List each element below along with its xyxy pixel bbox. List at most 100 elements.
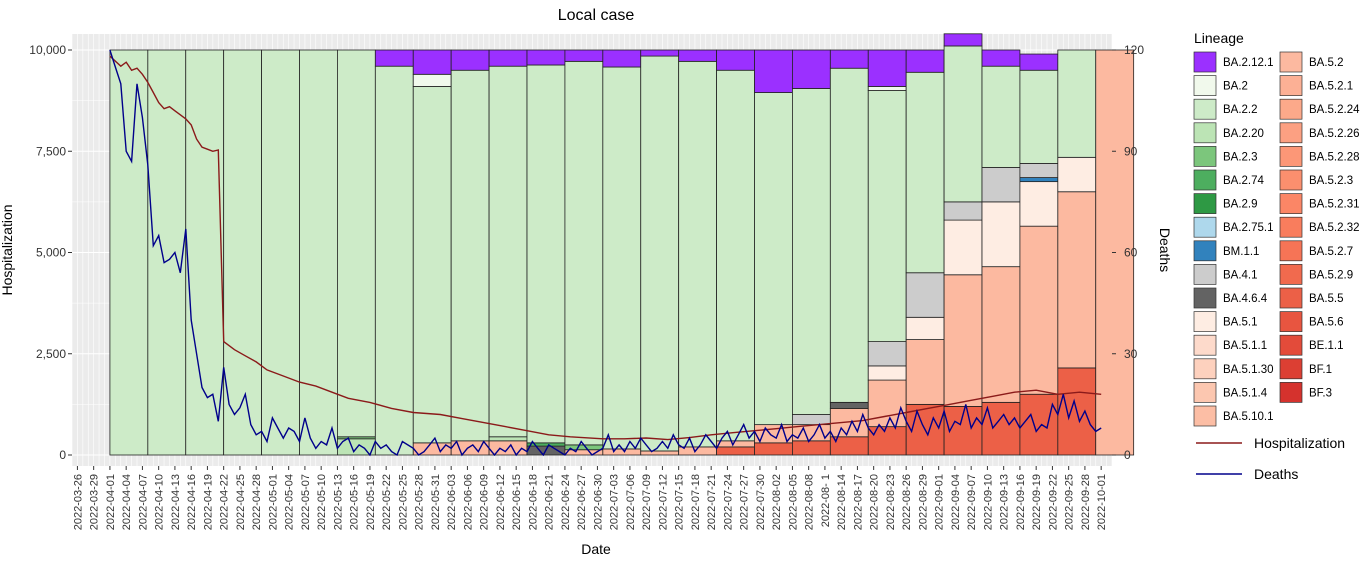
legend-label: BE.1.1 — [1309, 340, 1344, 352]
legend-key-BA-5-2-1 — [1279, 75, 1303, 96]
chart-title: Local case — [558, 7, 635, 24]
bar-segment-BA-2-12-1 — [640, 49, 680, 57]
x-tick-label: 2022-08-05 — [787, 474, 799, 530]
y-axis-title: Hospitalization — [0, 204, 15, 295]
y-tick-label: 7,500 — [36, 144, 66, 158]
x-tick-label: 2022-06-09 — [479, 474, 491, 530]
bar-segment-BA-2-2 — [640, 55, 680, 452]
bar-segment-BA-2-12-1 — [602, 49, 642, 68]
bar-segment-BA-2-2 — [754, 92, 793, 426]
legend-label: BA.4.6.4 — [1223, 293, 1268, 305]
bar-segment-BA-2-12-1 — [943, 33, 983, 47]
y2-tick-label: 90 — [1124, 144, 1138, 158]
bar-segment-BA-4-1 — [943, 201, 983, 221]
legend-key-BA-5-2 — [1279, 51, 1303, 73]
x-tick-label: 2022-07-21 — [706, 474, 718, 530]
legend-label: BA.2.9 — [1223, 199, 1258, 211]
bar-segment-BA-2-20 — [488, 436, 528, 442]
bar-segment-BA-5-2 — [1057, 191, 1097, 369]
bar-segment-BA-5-2 — [640, 450, 680, 456]
bar-segment-BA-4-1 — [1019, 162, 1059, 178]
bar-segment-BA-4-1 — [981, 167, 1021, 203]
x-tick-label: 2022-04-01 — [105, 474, 117, 530]
x-tick-label: 2022-07-30 — [755, 474, 767, 530]
legend-label: BA.4.1 — [1223, 269, 1258, 281]
x-tick-label: 2022-04-04 — [121, 474, 133, 530]
bar-segment-BA-2-2 — [829, 67, 869, 403]
x-tick-label: 2022-09-10 — [982, 474, 994, 530]
bar-segment-BA-2-12-1 — [678, 49, 717, 62]
bar-segment-BA-2-12-1 — [564, 49, 604, 62]
x-tick-label: 2022-06-27 — [576, 474, 588, 530]
x-tick-label: 2022-04-13 — [170, 474, 182, 530]
x-tick-label: 2022-06-18 — [527, 474, 539, 530]
legend-label: BA.5.1.1 — [1223, 340, 1267, 352]
legend-key-BA-2-3 — [1193, 146, 1217, 167]
x-tick-label: 2022-09-01 — [934, 474, 946, 530]
x-tick-label: 2022-06-24 — [560, 474, 572, 530]
axis-layer: 0 2,500 5,000 7,500 10,000 0 30 60 90 120 2022-03-… — [29, 43, 1144, 530]
bar-segment-BA-5-2 — [943, 274, 983, 407]
legend-key-BE-1-1 — [1279, 334, 1303, 356]
legend-key-BA-2-75-1 — [1193, 216, 1217, 238]
bar-segment-BA-2-12-1 — [1019, 53, 1059, 71]
x-tick-label: 2022-09-04 — [950, 474, 962, 530]
bar-segment-BA-2-2 — [185, 49, 225, 456]
bar-segment-BA-2-2 — [261, 49, 300, 456]
series-line-hospitalization — [109, 55, 1102, 441]
legend-label: BA.5.1.30 — [1223, 364, 1274, 376]
bar-segment-BA-2-2 — [109, 49, 149, 456]
x-tick-label: 2022-08-14 — [836, 474, 848, 530]
legend-label: BF.3 — [1309, 387, 1332, 399]
bar-segment-BA-5-1 — [981, 201, 1021, 268]
y2-axis-title: Deaths — [1157, 228, 1173, 272]
bar-segment-BA-2-2 — [716, 69, 755, 442]
bar-segment-BM-1-1 — [1019, 177, 1059, 183]
x-tick-label: 2022-06-15 — [511, 474, 523, 530]
bar-segment-BA-5-5 — [867, 426, 907, 456]
legend-label: BA.5.2 — [1309, 57, 1344, 69]
legend-key-BM-1-1 — [1193, 240, 1217, 262]
bar-segment-BA-2 — [867, 86, 907, 91]
x-tick-label: 2022-09-19 — [1031, 474, 1043, 530]
bar-segment-BA-2-2 — [905, 71, 945, 274]
x-tick-label: 2022-05-31 — [430, 474, 442, 530]
x-tick-label: 2022-04-19 — [202, 474, 214, 530]
legend-title: Lineage — [1194, 30, 1244, 46]
x-tick-label: 2022-08- 1 — [820, 474, 832, 527]
x-tick-label: 2022-05-13 — [332, 474, 344, 530]
legend-label: BA.5.2.7 — [1309, 246, 1353, 258]
x-tick-label: 2022-07-06 — [625, 474, 637, 530]
bar-segment-BA-2-12-1 — [450, 49, 490, 71]
bar-segment-BA-5-2 — [716, 440, 755, 448]
bar-segment-BA-2-2 — [792, 88, 831, 415]
x-tick-label: 2022-08-26 — [901, 474, 913, 530]
legend-key-BA-2-12-1 — [1193, 51, 1217, 73]
bar-segment-BA-5-2 — [1019, 225, 1059, 395]
x-tick-label: 2022-08-08 — [804, 474, 816, 530]
bar-segment-BA-2-2 — [678, 60, 717, 448]
bar-segment-BA-5-1 — [943, 219, 983, 276]
legend-key-BA-4-6-4 — [1193, 287, 1217, 309]
bar-segment-BA-2-2 — [147, 49, 187, 456]
legend-key-BA-5-2-7 — [1279, 240, 1303, 262]
bar-segment-BA-2-12-1 — [526, 49, 566, 66]
x-tick-label: 2022-08-17 — [852, 474, 864, 530]
legend-key-BA-5-1 — [1193, 311, 1217, 332]
bar-segment-BA-5-5 — [716, 446, 755, 456]
legend-label: BA.2.3 — [1223, 151, 1258, 163]
y-tick-label: 2,500 — [36, 347, 66, 361]
legend-label: BA.5.2.28 — [1309, 151, 1360, 163]
legend-key-BA-2 — [1193, 75, 1217, 96]
bar-segment-BA-2-12-1 — [488, 49, 528, 67]
x-tick-label: 2022-04-25 — [235, 474, 247, 530]
bar-segment-BA-2-12-1 — [981, 49, 1021, 67]
legend-key-BA-5-2-26 — [1279, 122, 1303, 144]
y2-tick-label: 60 — [1124, 246, 1138, 260]
bar-segment-BA-2-12-1 — [754, 49, 793, 93]
x-tick-label: 2022-05-07 — [300, 474, 312, 530]
legend-label: BA.5.2.9 — [1309, 269, 1353, 281]
x-tick-label: 2022-06-30 — [592, 474, 604, 530]
x-tick-label: 2022-07-12 — [657, 474, 669, 530]
bar-segment-BA-2-2 — [867, 90, 907, 343]
